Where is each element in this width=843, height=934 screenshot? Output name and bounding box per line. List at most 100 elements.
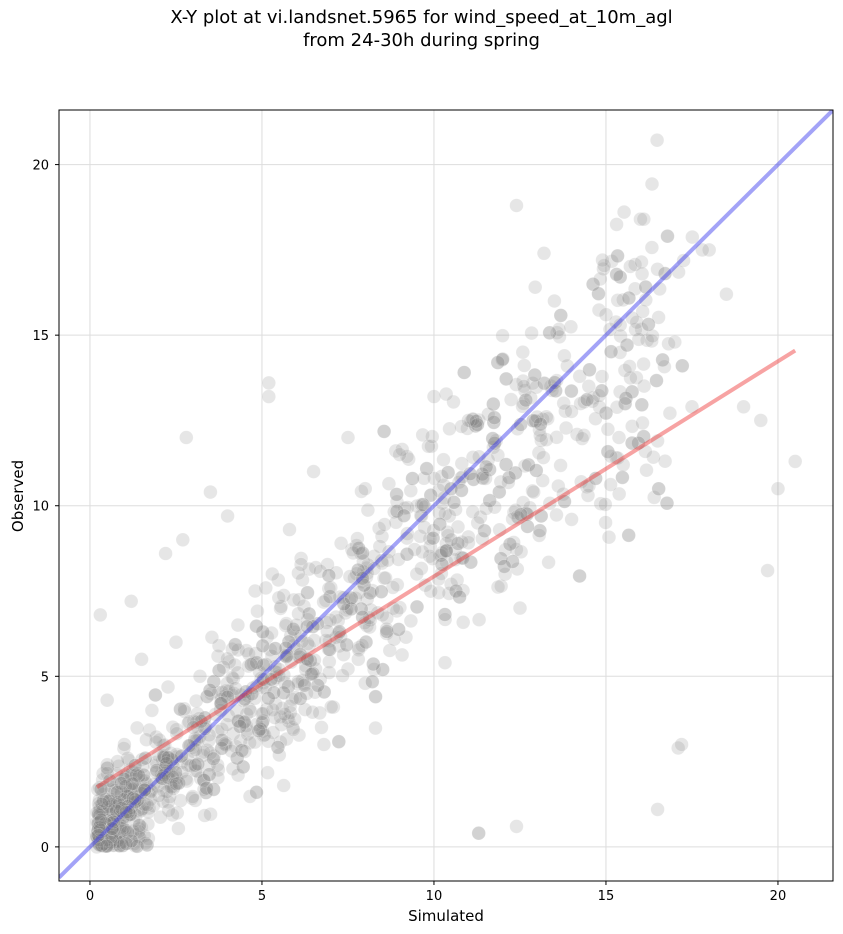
scatter-point [199, 781, 214, 796]
scatter-point [105, 835, 121, 851]
scatter-point [640, 333, 655, 348]
scatter-point [137, 828, 152, 843]
scatter-point [277, 675, 292, 690]
scatter-point [513, 417, 528, 432]
scatter-point [276, 778, 291, 793]
scatter-point [617, 396, 633, 411]
scatter-point [308, 685, 323, 700]
scatter-point [362, 610, 377, 625]
scatter-point [624, 384, 640, 399]
scatter-point [125, 791, 141, 806]
scatter-point [255, 658, 271, 673]
scatter-point [261, 691, 276, 706]
scatter-point [131, 783, 146, 799]
scatter-point [423, 584, 438, 599]
scatter-point [553, 308, 568, 323]
scatter-point [265, 673, 281, 688]
scatter-point [357, 578, 372, 593]
scatter-point [93, 607, 108, 623]
scatter-point [249, 785, 264, 800]
scatter-point [94, 796, 109, 812]
scatter-point [226, 671, 241, 686]
scatter-point [89, 814, 104, 830]
scatter-point [516, 379, 532, 394]
scatter-point [358, 481, 373, 496]
scatter-point [105, 815, 120, 830]
scatter-point [193, 771, 208, 786]
scatter-point [102, 773, 117, 788]
chart-title: X-Y plot at vi.landsnet.5965 for wind_sp… [0, 6, 843, 52]
scatter-point [582, 362, 597, 377]
scatter-point [303, 653, 318, 668]
scatter-point [234, 743, 249, 758]
scatter-point [210, 757, 225, 773]
scatter-point [456, 615, 471, 630]
scatter-point [197, 710, 212, 725]
scatter-point [644, 240, 660, 255]
scatter-point [340, 661, 356, 677]
scatter-point [542, 325, 557, 340]
scatter-point [634, 397, 649, 412]
scatter-point [249, 785, 264, 800]
scatter-point [95, 833, 111, 848]
scatter-point [242, 735, 257, 750]
scatter-point [190, 733, 205, 748]
scatter-point [190, 756, 205, 772]
scatter-point [322, 654, 337, 669]
scatter-point [609, 267, 624, 282]
scatter-point [134, 820, 149, 835]
scatter-point [338, 605, 353, 621]
scatter-point [381, 544, 397, 559]
scatter-point [126, 813, 141, 829]
scatter-point [109, 785, 125, 800]
chart-title-line-2: from 24-30h during spring [303, 30, 540, 51]
scatter-point [133, 803, 148, 818]
scatter-point [581, 478, 597, 494]
scatter-point [525, 413, 541, 428]
scatter-point [221, 683, 236, 699]
scatter-point [90, 822, 106, 837]
scatter-point [520, 519, 535, 534]
scatter-point [265, 566, 280, 582]
scatter-point [603, 344, 619, 359]
scatter-point [424, 439, 439, 454]
scatter-point [344, 601, 359, 617]
scatter-point [255, 638, 270, 653]
scatter-point [197, 808, 212, 823]
scatter-point [363, 585, 378, 601]
scatter-point [431, 585, 446, 600]
scatter-point [609, 217, 624, 232]
scatter-point [426, 531, 441, 546]
scatter-point [108, 795, 123, 810]
scatter-point [332, 624, 347, 639]
scatter-point [450, 572, 465, 588]
scatter-point [124, 800, 139, 815]
scatter-point [211, 638, 227, 653]
scatter-point [463, 555, 478, 570]
scatter-point [439, 543, 454, 559]
scatter-point [105, 833, 120, 848]
scatter-point [249, 678, 264, 694]
scatter-point [133, 830, 148, 846]
scatter-point [532, 523, 548, 538]
scatter-point [286, 638, 301, 653]
scatter-point [441, 465, 456, 480]
scatter-point [227, 657, 242, 673]
scatter-point [268, 659, 283, 674]
scatter-point [422, 531, 438, 546]
scatter-point [95, 772, 110, 788]
scatter-point [305, 666, 321, 681]
scatter-point [533, 428, 548, 443]
scatter-point [218, 737, 233, 753]
scatter-point [674, 737, 689, 752]
scatter-point [350, 531, 365, 546]
scatter-point [260, 765, 275, 780]
scatter-point [109, 803, 124, 818]
scatter-point [105, 797, 120, 812]
scatter-point [249, 717, 264, 732]
scatter-point [454, 550, 469, 565]
scatter-point [634, 254, 649, 270]
scatter-point [114, 835, 129, 850]
scatter-point [634, 397, 649, 412]
scatter-point [649, 373, 664, 388]
